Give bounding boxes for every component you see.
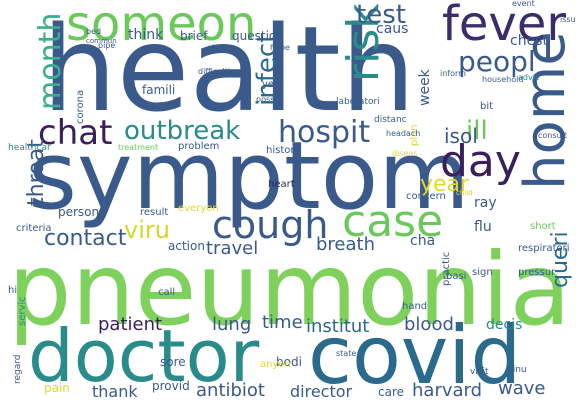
word-queri: queri [548,231,573,288]
word-ray: ray [474,195,497,211]
word-lung: lung [212,314,252,335]
word-cough: cough [212,203,329,247]
word-regard: regard [13,354,23,384]
word-doctor: doctor [28,314,260,398]
word-person: person [58,205,100,219]
word-ill: ill [466,116,488,146]
word-week: week [417,69,433,106]
word-short: short [530,221,556,232]
word-decis: decis [486,317,523,333]
word-symptom: symptom [28,122,470,231]
word-possibl: possibl [256,95,284,104]
word-case: case [342,196,444,247]
word-bodi: bodi [276,355,302,369]
word-pipe: pipe [98,41,116,50]
word-travel: travel [206,238,259,259]
word-pneumonia: pneumonia [8,231,571,348]
word-stay: stay [208,43,225,52]
word-hospit: hospit [278,115,371,150]
word-contact: contact [44,226,127,251]
word-event: event [512,0,535,8]
word-care: care [378,385,405,399]
word-consult: consult [538,131,567,140]
word-concern: concern [406,191,446,202]
word-child: child [456,189,473,197]
word-hand: hand [402,301,428,312]
word-basi: basi [446,271,467,282]
word-antibiot: antibiot [196,380,265,401]
word-sinu: sinu [508,365,527,375]
word-bed: bed [86,27,102,36]
word-advic: advic [518,73,540,82]
word-harvard: harvard [412,380,483,401]
word-covid: covid [308,309,522,402]
word-distanc: distanc [374,115,407,125]
word-month: month [33,12,68,110]
word-sign: sign [472,267,493,278]
word-year: year [420,172,470,197]
word-issu: issu [560,15,576,24]
word-cha: cha [410,233,436,249]
word-pressur: pressur [518,267,556,278]
word-call: call [158,287,176,298]
word-famili: famili [142,83,176,97]
word-brief: brief [180,29,208,43]
word-problem: problem [178,141,220,152]
word-inform: inform [440,69,466,78]
word-diseas: diseas [392,149,418,158]
word-institut: institut [306,316,370,337]
word-hi: hi [8,285,18,296]
word-time: time [262,312,303,333]
word-difficulti: difficulti [198,67,231,76]
word-health: health [42,0,416,138]
word-ye: ye [262,79,275,90]
word-bit: bit [480,101,494,112]
word-flu: flu [474,219,492,235]
word-someon: someon [66,0,257,52]
word-household: household [482,75,524,84]
word-criteria: criteria [16,223,52,234]
word-outbreak: outbreak [124,116,241,146]
word-think: think [128,27,164,43]
word-healthcar: healthcar [8,143,51,153]
word-respiratori: respiratori [518,243,570,254]
word-histori: histori [266,145,298,156]
word-visit: visit [470,367,489,377]
word-pain: pain [44,381,70,395]
word-provid: provid [152,379,190,393]
word-anyon: anyon [260,359,291,370]
word-thank: thank [92,382,138,401]
word-test: test [356,0,406,30]
word-caus: caus [376,21,409,37]
word-commun: commun [86,37,117,45]
word-director: director [290,382,353,401]
word-question: question [232,29,284,43]
word-everyon: everyon [178,203,219,214]
word-blood: blood [404,314,454,335]
word-practic: practic [441,251,452,286]
word-chat: chat [38,113,113,153]
word-fever: fever [442,0,567,52]
word-heart: heart [268,179,295,190]
word-headach: headach [386,129,421,138]
word-hope: hope [270,43,290,52]
word-laboratori: laboratori [336,97,380,107]
word-patient: patient [98,314,163,335]
word-action: action [168,239,205,253]
word-chest: chest [510,33,548,49]
word-sore: sore [160,355,186,369]
word-breath: breath [316,234,376,255]
word-peopl: peopl [458,45,536,78]
word-treatment: treatment [118,143,159,152]
word-viru: viru [124,216,170,244]
word-wave: wave [498,378,546,399]
word-state: state [336,349,357,358]
word-isol: isol [444,124,478,148]
word-servic: servic [17,296,28,326]
word-corona: corona [75,89,86,124]
word-result: result [140,207,169,218]
word-day: day [440,136,521,187]
